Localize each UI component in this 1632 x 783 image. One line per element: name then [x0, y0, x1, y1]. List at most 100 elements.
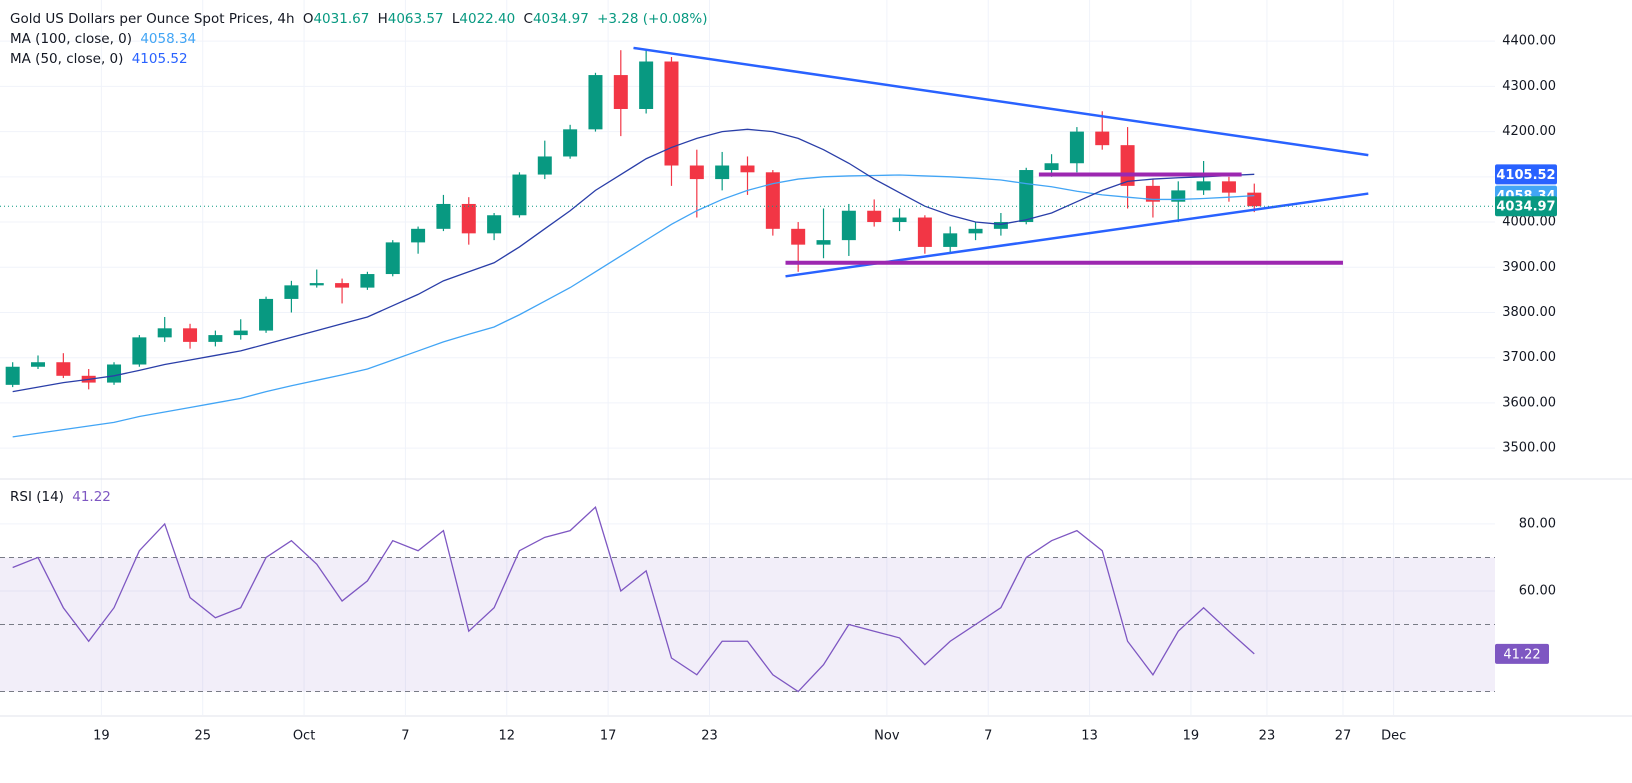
y-tick-label: 80.00	[1519, 516, 1556, 531]
ohlc: O4031.67 H4063.57 L4022.40 C4034.97 +3.2…	[303, 11, 712, 27]
candle-body	[56, 362, 71, 376]
moving-average	[12, 174, 1255, 438]
candle-body	[284, 285, 299, 299]
ma-name: MA (50, close, 0)	[10, 51, 124, 67]
candle-body	[689, 165, 704, 180]
ma-value: 4105.52	[131, 51, 188, 67]
candle-body	[107, 364, 122, 383]
candle-body	[335, 283, 350, 288]
y-tick-label: 60.00	[1519, 583, 1556, 598]
candle-body	[664, 61, 679, 166]
x-tick-label: 13	[1081, 729, 1098, 744]
x-tick-label: Dec	[1381, 729, 1406, 744]
moving-average	[12, 128, 1255, 393]
ma-name: MA (100, close, 0)	[10, 31, 133, 47]
x-tick-label: 25	[194, 729, 211, 744]
l-label: L	[451, 11, 460, 27]
candle-body	[917, 217, 932, 247]
candle-body	[715, 165, 730, 180]
l-value: 4022.40	[459, 11, 516, 27]
y-tick-label: 3500.00	[1502, 441, 1556, 456]
rsi-label-box	[1495, 643, 1549, 664]
rsi-label: 41.22	[1503, 647, 1540, 662]
header: Gold US Dollars per Ounce Spot Prices, 4…	[10, 11, 716, 27]
y-tick-label: 3700.00	[1502, 350, 1556, 365]
candle-body	[132, 337, 147, 365]
candle-body	[1019, 170, 1034, 223]
candle-body	[183, 328, 198, 342]
candle-body	[613, 75, 628, 109]
candle-body	[791, 228, 806, 245]
candle-body	[512, 174, 527, 216]
candle-body	[740, 165, 755, 173]
candle-body	[1120, 145, 1135, 186]
h-label: H	[377, 11, 388, 27]
candle-body	[385, 242, 400, 275]
price-label: 4105.52	[1496, 168, 1555, 183]
y-tick-label: 4200.00	[1502, 124, 1556, 139]
candle-body	[259, 298, 274, 331]
candle-body	[233, 330, 248, 336]
price-label-box	[1495, 196, 1557, 217]
y-tick-label: 3600.00	[1502, 395, 1556, 410]
symbol-title: Gold US Dollars per Ounce Spot Prices, 4…	[10, 11, 295, 27]
candle-body	[1196, 181, 1211, 191]
rsi-value: 41.22	[72, 489, 111, 505]
x-tick-label: 19	[1183, 729, 1200, 744]
candle-body	[537, 156, 552, 175]
candle-body	[360, 274, 375, 288]
candle-body	[1171, 190, 1186, 202]
candle-body	[461, 203, 476, 234]
candle-body	[867, 210, 882, 223]
candle-body	[639, 61, 654, 109]
candle-body	[1247, 192, 1262, 207]
candle-body	[968, 228, 983, 234]
y-tick-label: 4300.00	[1502, 79, 1556, 94]
x-tick-label: 19	[93, 729, 110, 744]
x-tick-label: 23	[1259, 729, 1276, 744]
candle-body	[1145, 185, 1160, 202]
price-label-box	[1495, 164, 1557, 185]
candle-body	[892, 217, 907, 223]
h-value: 4063.57	[387, 11, 444, 27]
candle-body	[5, 366, 20, 385]
candle-body	[157, 328, 172, 338]
candle-body	[1095, 131, 1110, 146]
x-tick-label: 7	[984, 729, 992, 744]
candle-body	[1044, 163, 1059, 171]
rsi-line	[12, 505, 1255, 693]
x-tick-label: 17	[600, 729, 617, 744]
x-tick-label: Oct	[293, 729, 315, 744]
x-tick-label: 12	[499, 729, 516, 744]
x-tick-label: 23	[701, 729, 718, 744]
rsi-name: RSI (14)	[10, 489, 64, 505]
candle-body	[563, 129, 578, 157]
y-tick-label: 4000.00	[1502, 215, 1556, 230]
o-value: 4031.67	[313, 11, 370, 27]
candle-body	[816, 240, 831, 245]
candle-body	[436, 203, 451, 229]
ma-value: 4058.34	[140, 31, 197, 47]
candle-body	[208, 335, 223, 342]
ma-legend: MA (100, close, 0) 4058.34	[10, 31, 200, 47]
price-label: 4034.97	[1496, 200, 1555, 215]
c-value: 4034.97	[532, 11, 589, 27]
candle-body	[841, 210, 856, 241]
candle-body	[487, 215, 502, 234]
x-tick-label: Nov	[874, 729, 900, 744]
candle-body	[1069, 131, 1084, 164]
o-label: O	[302, 11, 314, 27]
rsi-legend: RSI (14) 41.22	[10, 489, 115, 505]
candle-body	[31, 362, 46, 367]
candle-body	[309, 283, 324, 286]
candle-body	[993, 222, 1008, 229]
x-tick-label: 7	[401, 729, 409, 744]
ma-legend: MA (50, close, 0) 4105.52	[10, 51, 192, 67]
y-tick-label: 4400.00	[1502, 34, 1556, 49]
c-label: C	[523, 11, 533, 27]
change: +3.28 (+0.08%)	[597, 11, 708, 27]
candle-body	[588, 75, 603, 130]
candle-body	[1221, 181, 1236, 193]
